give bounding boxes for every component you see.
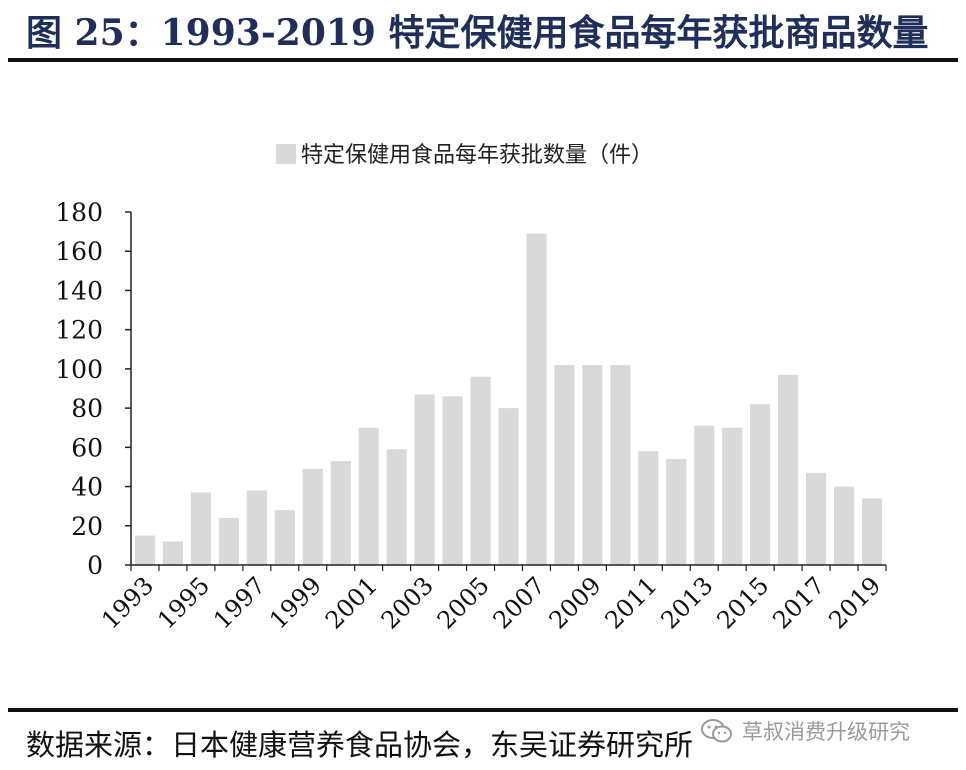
bar-2019 (861, 498, 883, 565)
y-tick-label: 120 (55, 316, 103, 345)
watermark: 草叔消费升级研究 (700, 716, 910, 746)
x-tick-label: 2015 (711, 571, 774, 634)
x-tick-label: 2013 (655, 571, 718, 634)
bar-2014 (722, 427, 743, 565)
bar-2012 (666, 459, 687, 565)
bar-2008 (554, 364, 575, 565)
x-tick-label: 1993 (96, 571, 159, 634)
x-tick-label: 2001 (320, 571, 383, 634)
bar-2010 (610, 364, 631, 565)
x-tick-label: 1997 (208, 571, 271, 634)
bar-1994 (162, 541, 184, 565)
y-tick-label: 20 (71, 512, 103, 541)
bar-2015 (750, 404, 771, 565)
top-divider (8, 58, 958, 62)
x-tick-label: 1995 (152, 571, 215, 634)
bars (134, 233, 883, 566)
bar-2011 (638, 451, 659, 565)
y-tick-label: 40 (71, 473, 103, 502)
wechat-icon (700, 718, 734, 744)
bar-2005 (470, 376, 491, 565)
x-tick-label: 2019 (823, 571, 886, 634)
bar-2016 (778, 374, 799, 565)
chart-legend: 特定保健用食品每年获批数量（件） (276, 143, 653, 168)
bar-1999 (302, 468, 323, 565)
x-tick-label: 1999 (264, 571, 327, 634)
y-tick-label: 60 (71, 433, 103, 462)
watermark-text: 草叔消费升级研究 (742, 720, 910, 744)
y-tick-label: 80 (71, 394, 103, 423)
y-axis: 0 20 40 60 80 100 120 140 160 180 (55, 198, 132, 580)
bar-2017 (806, 472, 827, 565)
x-tick-label: 2009 (544, 571, 607, 634)
x-tick-label: 2005 (432, 571, 495, 634)
y-tick-label: 140 (55, 276, 103, 305)
x-tick-label: 2017 (767, 571, 830, 634)
bar-2000 (330, 461, 351, 565)
bar-2007 (526, 233, 547, 566)
x-axis: 1993199519971999200120032005200720092011… (96, 564, 887, 634)
y-tick-label: 160 (55, 237, 103, 266)
x-tick-label: 2003 (376, 571, 439, 634)
source-note: 数据来源：日本健康营养食品协会，东吴证券研究所 (26, 728, 694, 762)
x-tick-label: 2011 (600, 571, 663, 634)
bar-2003 (414, 394, 435, 565)
y-tick-label: 180 (55, 198, 103, 227)
y-tick-label: 0 (87, 551, 103, 580)
bar-1996 (218, 517, 239, 565)
bar-chart: 特定保健用食品每年获批数量（件） 0 20 40 60 80 100 120 140 160 18… (55, 143, 887, 634)
bar-1997 (246, 490, 267, 565)
bar-1995 (190, 492, 211, 565)
bar-2009 (582, 364, 603, 565)
bar-2013 (694, 425, 715, 565)
bar-2004 (442, 396, 463, 565)
y-tick-label: 100 (55, 355, 103, 384)
bar-2002 (386, 449, 407, 565)
legend-swatch (276, 144, 296, 164)
bottom-divider (8, 708, 958, 712)
bar-1998 (274, 510, 295, 565)
bar-1993 (134, 535, 156, 565)
bar-2018 (833, 486, 855, 565)
legend-label: 特定保健用食品每年获批数量（件） (301, 143, 653, 168)
figure-title: 图 25：1993-2019 特定保健用食品每年获批商品数量 (26, 12, 929, 54)
bar-2001 (358, 427, 379, 565)
bar-2006 (498, 408, 519, 565)
x-tick-label: 2007 (488, 571, 551, 634)
